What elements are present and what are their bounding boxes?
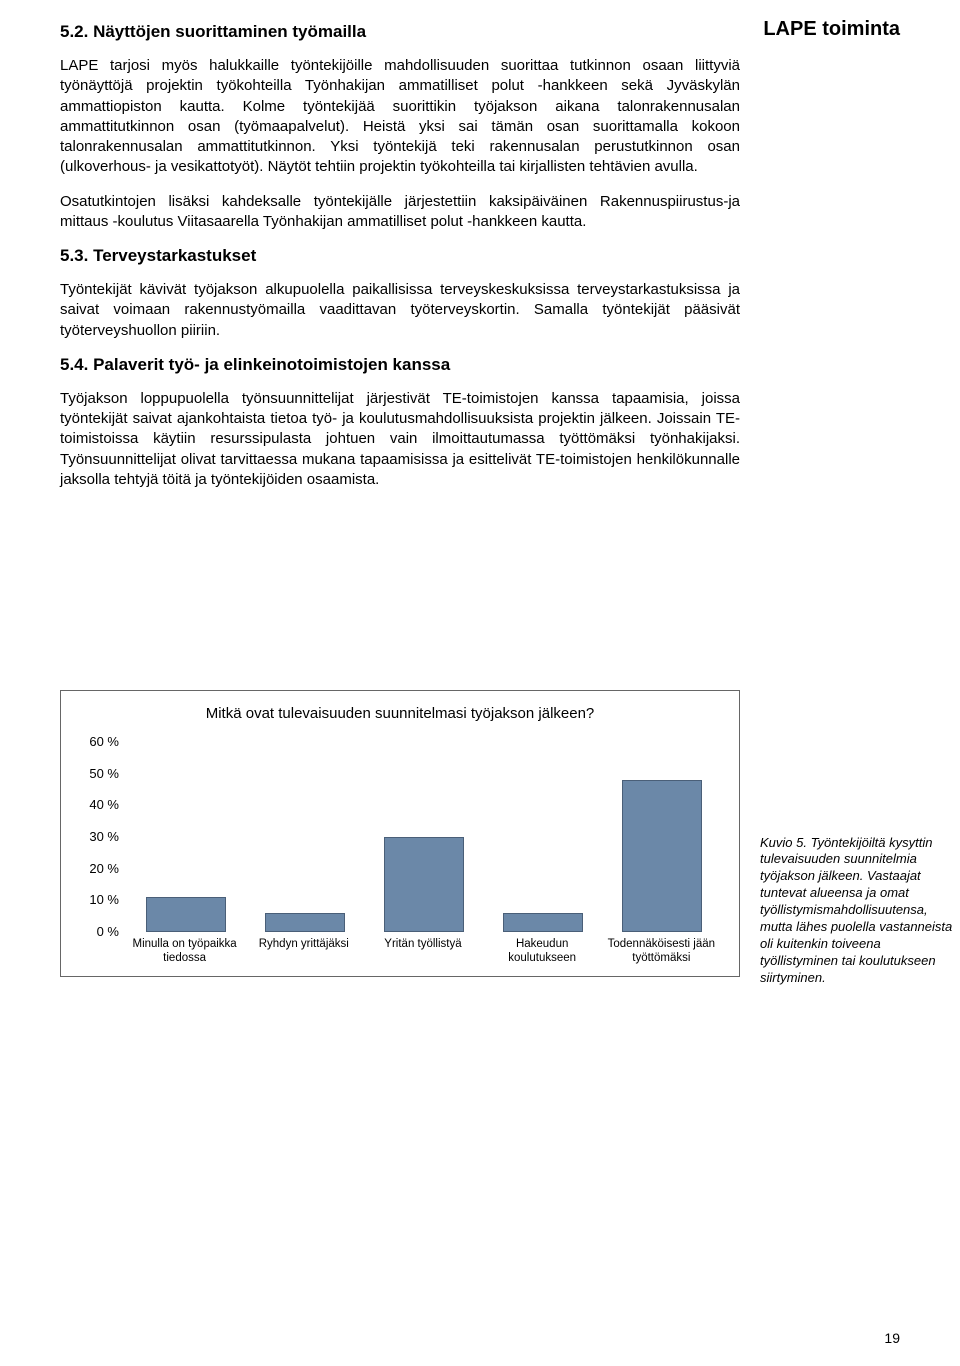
x-axis-label: Yritän työllistyä	[368, 938, 478, 966]
main-content: 5.2. Näyttöjen suorittaminen työmailla L…	[60, 22, 740, 977]
section-5-3-heading: 5.3. Terveystarkastukset	[60, 246, 740, 266]
chart-title: Mitkä ovat tulevaisuuden suunnitelmasi t…	[79, 705, 721, 722]
x-axis-label: Ryhdyn yrittäjäksi	[249, 938, 359, 966]
chart-bars	[125, 742, 721, 932]
chart-bar	[622, 780, 702, 932]
section-5-2-para-1: LAPE tarjosi myös halukkaille työntekijö…	[60, 56, 740, 178]
chart-caption: Kuvio 5. Työntekijöiltä kysyttin tulevai…	[760, 835, 960, 987]
bar-column	[369, 837, 479, 932]
section-5-4-para-1: Työjakson loppupuolella työnsuunnittelij…	[60, 389, 740, 490]
section-5-4-heading: 5.4. Palaverit työ- ja elinkeinotoimisto…	[60, 355, 740, 375]
section-5-2-para-2: Osatutkintojen lisäksi kahdeksalle työnt…	[60, 192, 740, 233]
chart-bar	[503, 913, 583, 932]
x-axis-label: Todennäköisesti jään työttömäksi	[606, 938, 716, 966]
chart-bar	[265, 913, 345, 932]
chart-section: Mitkä ovat tulevaisuuden suunnitelmasi t…	[60, 690, 740, 977]
bar-column	[488, 913, 598, 932]
section-5-3-para-1: Työntekijät kävivät työjakson alkupuolel…	[60, 280, 740, 341]
chart-bar	[384, 837, 464, 932]
page-banner: LAPE toiminta	[763, 18, 900, 41]
bar-column	[250, 913, 360, 932]
bar-column	[607, 780, 717, 932]
chart-y-axis: 60 % 50 % 40 % 30 % 20 % 10 % 0 %	[79, 742, 125, 932]
chart-bar	[146, 897, 226, 932]
bar-column	[131, 897, 241, 932]
chart-box: Mitkä ovat tulevaisuuden suunnitelmasi t…	[60, 690, 740, 977]
section-5-2-heading: 5.2. Näyttöjen suorittaminen työmailla	[60, 22, 740, 42]
page-number: 19	[884, 1330, 900, 1346]
x-axis-label: Minulla on työpaikka tiedossa	[130, 938, 240, 966]
x-axis-label: Hakeudun koulutukseen	[487, 938, 597, 966]
chart-plot-area: 60 % 50 % 40 % 30 % 20 % 10 % 0 %	[79, 742, 721, 932]
chart-x-labels: Minulla on työpaikka tiedossa Ryhdyn yrit…	[125, 938, 721, 966]
